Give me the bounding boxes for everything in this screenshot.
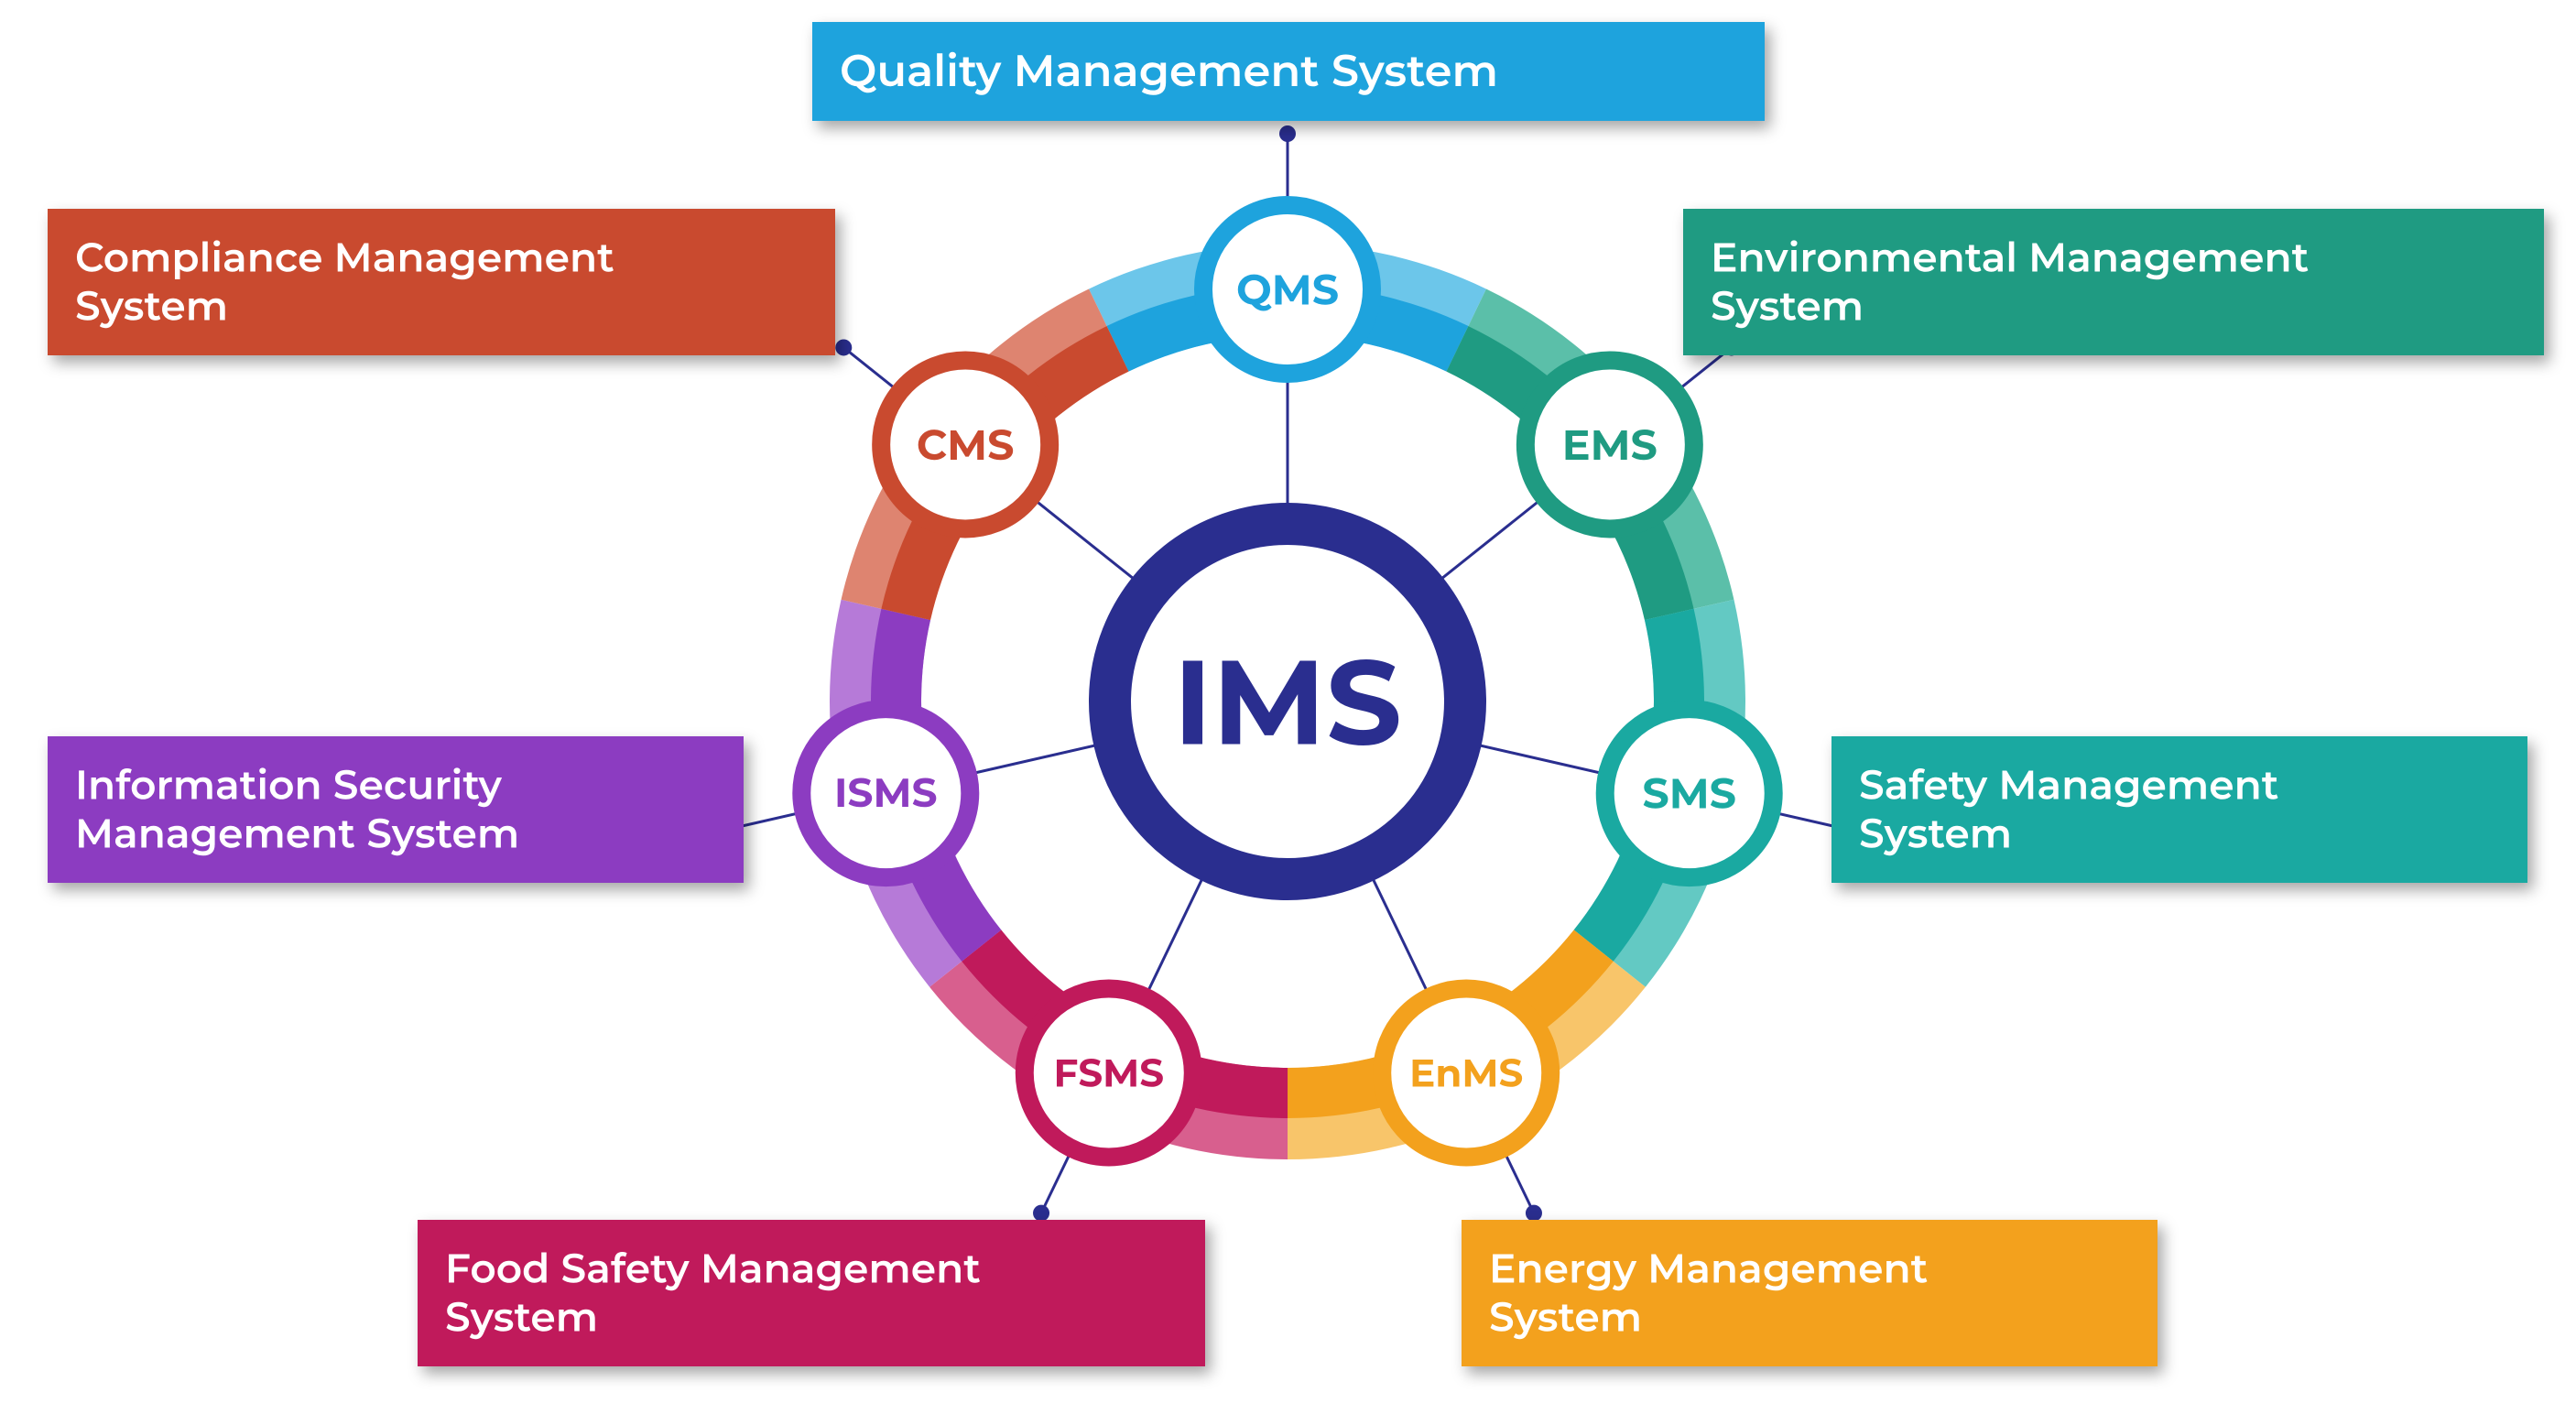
node-abbr-cms: CMS — [917, 419, 1015, 471]
connector-dot-fsms — [1033, 1205, 1049, 1222]
node-abbr-isms: ISMS — [834, 768, 938, 818]
label-box-sms: Safety ManagementSystem — [1831, 736, 2527, 883]
label-text-sms-line1: System — [1859, 809, 2012, 858]
label-box-cms: Compliance ManagementSystem — [48, 209, 835, 355]
label-box-enms: Energy ManagementSystem — [1462, 1220, 2158, 1366]
center-label: IMS — [1173, 629, 1402, 775]
label-text-ems-line1: System — [1711, 281, 1864, 331]
connector-dot-enms — [1526, 1205, 1542, 1222]
label-text-isms-line0: Information Security — [75, 761, 502, 810]
label-text-fsms-line0: Food Safety Management — [445, 1245, 981, 1294]
label-text-ems-line0: Environmental Management — [1711, 234, 2309, 283]
label-box-isms: Information SecurityManagement System — [48, 736, 744, 883]
node-abbr-sms: SMS — [1642, 767, 1736, 820]
label-text-enms-line0: Energy Management — [1489, 1245, 1928, 1294]
label-box-ems: Environmental ManagementSystem — [1683, 209, 2544, 355]
ims-diagram: Quality Management System Environmental M… — [0, 0, 2576, 1403]
label-text-isms-line1: Management System — [75, 809, 519, 858]
connector-dot-qms — [1279, 125, 1296, 142]
label-box-qms: Quality Management System — [812, 22, 1765, 121]
node-abbr-fsms: FSMS — [1054, 1049, 1165, 1096]
center-hub: IMS — [1110, 524, 1465, 879]
label-text-fsms-line1: System — [445, 1292, 598, 1342]
label-text-cms-line0: Compliance Management — [75, 234, 614, 283]
node-abbr-ems: EMS — [1562, 419, 1658, 471]
label-box-fsms: Food Safety ManagementSystem — [418, 1220, 1205, 1366]
node-abbr-enms: EnMS — [1409, 1049, 1523, 1096]
label-text-qms-line0: Quality Management System — [840, 45, 1498, 98]
connector-dot-cms — [835, 339, 852, 355]
label-text-cms-line1: System — [75, 281, 228, 331]
label-text-sms-line0: Safety Management — [1859, 761, 2278, 810]
node-abbr-qms: QMS — [1236, 264, 1339, 316]
label-text-enms-line1: System — [1489, 1292, 1642, 1342]
